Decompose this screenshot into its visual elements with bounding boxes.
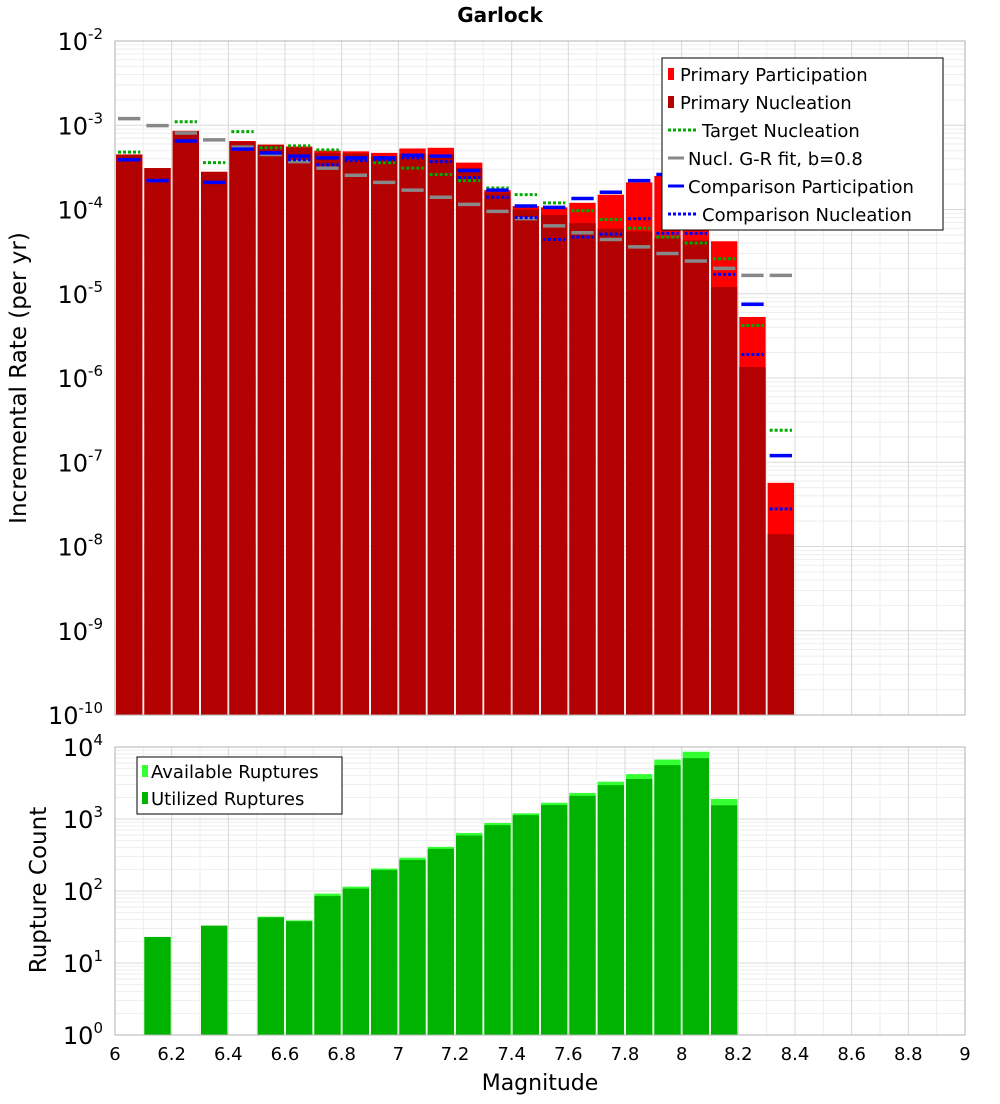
utilized-ruptures-bar	[569, 795, 596, 1035]
bottom-y-tick-label: 102	[63, 875, 103, 906]
x-tick-label: 8	[676, 1044, 687, 1065]
nucleation-bar	[682, 240, 709, 715]
utilized-ruptures-bar	[371, 870, 398, 1035]
nucleation-bar	[257, 145, 284, 715]
x-axis-label: Magnitude	[482, 1071, 599, 1096]
nucleation-bar	[569, 223, 596, 715]
top-y-tick-label: 10-10	[48, 699, 103, 730]
top-y-tick-label: 10-4	[57, 194, 103, 225]
x-tick-label: 9	[959, 1044, 970, 1065]
bottom-plot-border	[114, 746, 966, 1036]
top-y-tick-label: 10-8	[57, 531, 103, 562]
bottom-y-tick-label: 101	[63, 947, 103, 978]
nucleation-bar	[201, 171, 228, 716]
utilized-ruptures-bar	[257, 917, 284, 1035]
nucleation-bar	[342, 153, 369, 715]
x-tick-label: 6	[109, 1044, 120, 1065]
legend-swatch	[142, 765, 148, 777]
nucleation-bar	[399, 153, 426, 715]
legend-entry-label: Comparison Participation	[688, 177, 914, 198]
utilized-ruptures-bar	[711, 805, 738, 1035]
nucleation-bar	[172, 131, 199, 715]
x-tick-label: 6.8	[327, 1044, 356, 1065]
x-tick-label: 6.6	[271, 1044, 300, 1065]
top-y-tick-label: 10-3	[57, 109, 103, 140]
utilized-ruptures-bar	[597, 785, 624, 1035]
utilized-ruptures-bar	[626, 778, 653, 1035]
bottom-y-tick-label: 100	[63, 1019, 103, 1050]
legend-entry-label: Primary Participation	[680, 65, 868, 86]
top-plot-border	[114, 40, 966, 716]
top-y-tick-label: 10-2	[57, 25, 103, 56]
x-tick-label: 6.2	[157, 1044, 186, 1065]
legend-entry-label: Target Nucleation	[701, 121, 860, 142]
utilized-ruptures-bar	[144, 936, 171, 1035]
x-tick-label: 6.4	[214, 1044, 243, 1065]
x-tick-label: 8.6	[837, 1044, 866, 1065]
top-y-tick-label: 10-6	[57, 362, 103, 393]
nucleation-bar	[144, 168, 171, 715]
x-tick-label: 8.2	[724, 1044, 753, 1065]
utilized-ruptures-bar	[512, 815, 539, 1035]
nucleation-bar	[314, 152, 341, 716]
utilized-ruptures-bar	[456, 835, 483, 1035]
legend-swatch	[142, 792, 148, 804]
legend-entry-label: Available Ruptures	[151, 762, 319, 783]
top-legend-box	[661, 57, 944, 231]
nucleation-bar	[626, 231, 653, 715]
x-tick-label: 7.8	[611, 1044, 640, 1065]
x-tick-label: 8.4	[781, 1044, 810, 1065]
chart-title: Garlock	[457, 3, 543, 27]
nucleation-bar	[711, 287, 738, 715]
nucleation-bar	[427, 154, 454, 715]
bottom-y-tick-label: 104	[63, 731, 103, 762]
utilized-ruptures-bar	[314, 896, 341, 1035]
legend-entry-label: Comparison Nucleation	[702, 205, 912, 226]
x-tick-label: 7.2	[441, 1044, 470, 1065]
nucleation-bar	[767, 534, 794, 715]
x-tick-label: 7.6	[554, 1044, 583, 1065]
utilized-ruptures-bar	[654, 765, 681, 1035]
nucleation-bar	[739, 367, 766, 715]
utilized-ruptures-bar	[682, 758, 709, 1035]
nucleation-bar	[371, 156, 398, 716]
nucleation-bar	[456, 168, 483, 715]
legend-swatch	[668, 96, 674, 108]
nucleation-bar	[541, 215, 568, 716]
bottom-legend-box	[136, 756, 343, 815]
utilized-ruptures-bar	[286, 921, 313, 1035]
bottom-y-axis-label: Rupture Count	[26, 807, 52, 973]
top-y-tick-label: 10-5	[57, 278, 103, 309]
legend-entry-label: Primary Nucleation	[680, 93, 852, 114]
nucleation-bar	[229, 141, 256, 715]
top-y-axis-label: Incremental Rate (per yr)	[6, 232, 32, 524]
top-y-tick-label: 10-7	[57, 446, 103, 477]
utilized-ruptures-bar	[427, 848, 454, 1035]
legend-entry-label: Nucl. G-R fit, b=0.8	[688, 149, 863, 170]
utilized-ruptures-bar	[484, 825, 511, 1035]
nucleation-bar	[116, 154, 143, 715]
legend-swatch	[668, 68, 674, 80]
utilized-ruptures-bar	[541, 805, 568, 1035]
nucleation-bar	[597, 228, 624, 715]
x-tick-label: 7.4	[497, 1044, 526, 1065]
nucleation-bar	[654, 237, 681, 715]
x-tick-label: 7	[393, 1044, 404, 1065]
nucleation-bar	[512, 209, 539, 715]
bottom-y-tick-label: 103	[63, 803, 103, 834]
utilized-ruptures-bar	[399, 859, 426, 1035]
x-tick-label: 8.8	[894, 1044, 923, 1065]
legend-entry-label: Utilized Ruptures	[151, 789, 304, 810]
utilized-ruptures-bar	[201, 925, 228, 1035]
top-y-tick-label: 10-9	[57, 615, 103, 646]
utilized-ruptures-bar	[342, 888, 369, 1035]
nucleation-bar	[484, 192, 511, 716]
nucleation-bar	[286, 147, 313, 715]
